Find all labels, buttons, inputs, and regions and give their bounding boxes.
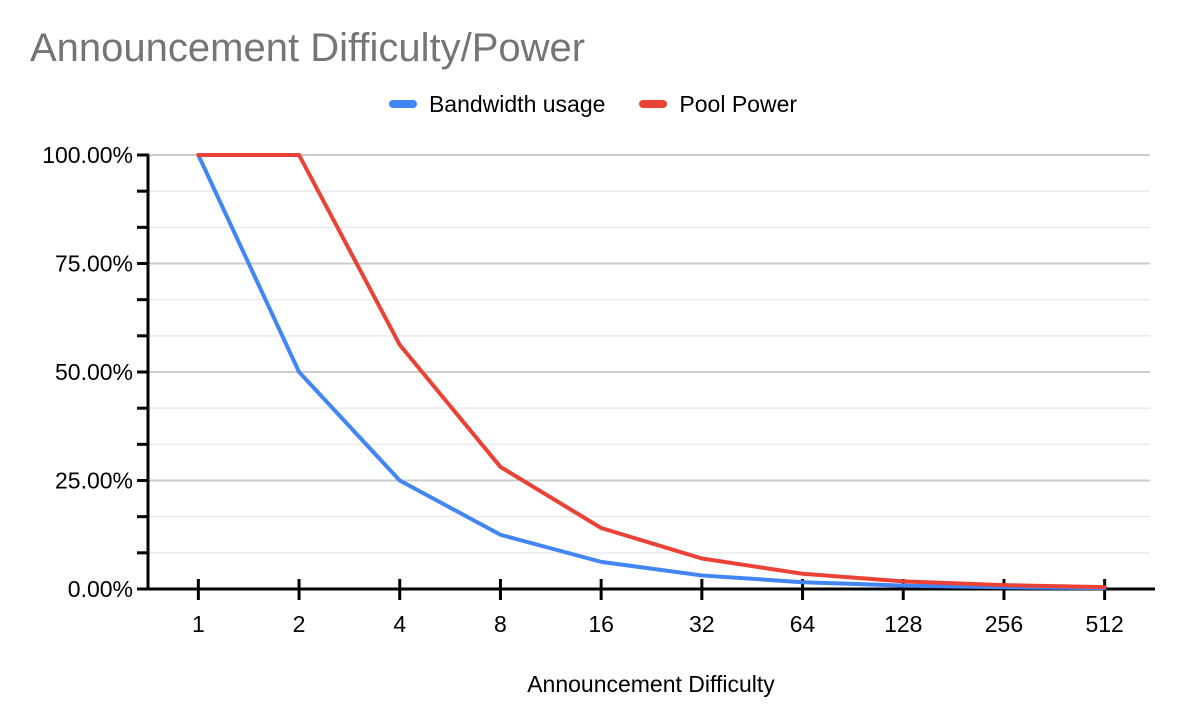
legend-label-pool-power: Pool Power	[679, 90, 798, 117]
series-group	[196, 153, 1107, 591]
legend-label-bandwidth-usage: Bandwidth usage	[428, 90, 606, 117]
y-tick-label: 100.00%	[42, 142, 133, 168]
x-axis-title: Announcement Difficulty	[527, 671, 775, 697]
y-tick-label: 0.00%	[68, 576, 133, 602]
legend-swatch-bandwidth-usage	[388, 100, 417, 108]
x-tick-label: 256	[985, 611, 1023, 637]
x-tick-label: 32	[689, 611, 715, 637]
x-tick-label: 64	[790, 611, 816, 637]
series-line-bandwidth-usage	[196, 153, 1107, 591]
chart-title: Announcement Difficulty/Power	[30, 26, 586, 70]
x-tick-label: 16	[588, 611, 614, 637]
legend: Bandwidth usage Pool Power	[0, 90, 1186, 118]
legend-item-bandwidth-usage: Bandwidth usage	[388, 90, 606, 118]
legend-item-pool-power: Pool Power	[639, 91, 797, 118]
y-tick-label: 25.00%	[55, 468, 133, 494]
y-tick-label: 75.00%	[55, 251, 133, 277]
gridlines-group	[148, 154, 1150, 554]
series-line-pool-power	[196, 153, 1107, 590]
x-tick-label: 512	[1085, 611, 1123, 637]
legend-swatch-pool-power	[639, 100, 668, 108]
axis-labels-group: 0.00% 25.00% 50.00% 75.00% 100.00% 1 2 4 8 16 32 64…	[42, 142, 1124, 637]
axes-group	[137, 153, 1155, 600]
x-tick-label: 1	[192, 611, 205, 637]
x-tick-label: 8	[494, 611, 507, 637]
x-tick-label: 2	[293, 611, 306, 637]
x-tick-label: 128	[884, 611, 922, 637]
x-tick-label: 4	[393, 611, 406, 637]
y-tick-label: 50.00%	[55, 359, 133, 385]
